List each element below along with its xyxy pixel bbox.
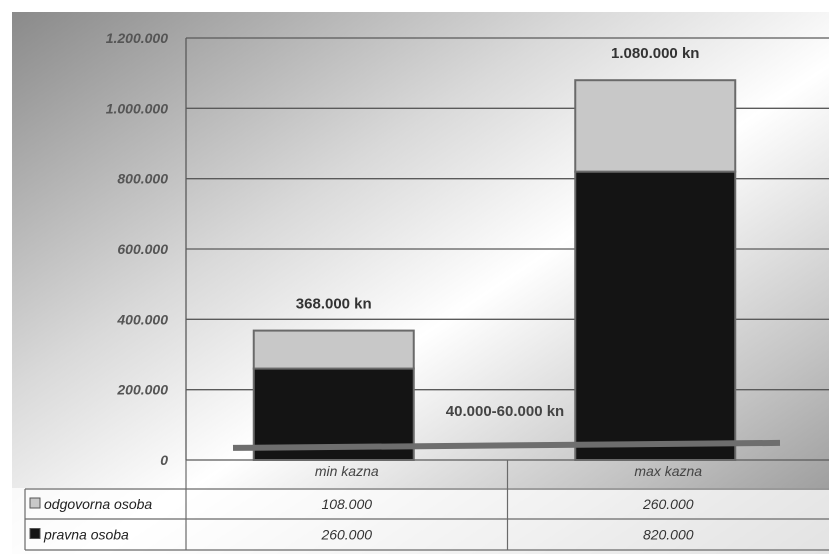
y-tick-label: 800.000 (117, 171, 168, 187)
range-layer (232, 439, 781, 451)
y-tick-label: 1.200.000 (106, 30, 168, 46)
y-tick-label: 600.000 (117, 241, 168, 257)
legend-label: odgovorna osoba (44, 496, 152, 512)
legend-swatch (29, 497, 41, 509)
range-line (232, 439, 781, 451)
bar-segment (574, 170, 737, 461)
category-label: min kazna (315, 463, 379, 479)
y-tick-label: 1.000.000 (106, 100, 168, 116)
total-label: 368.000 kn (296, 296, 372, 313)
legend-swatch (29, 528, 41, 539)
y-tick-label: 200.000 (116, 382, 168, 398)
table-cell: 260.000 (320, 527, 372, 543)
table-cell: 260.000 (642, 496, 694, 512)
legend-label: pravna osoba (43, 527, 129, 543)
table-cell: 820.000 (643, 527, 694, 543)
table-background (0, 488, 829, 554)
range-annotation: 40.000-60.000 kn (446, 403, 564, 420)
bar-segment (574, 79, 737, 173)
category-label: max kazna (634, 463, 702, 479)
y-tick-label: 0 (160, 452, 168, 468)
bar-segment (252, 329, 415, 370)
data-table: odgovorna osoba 108.000 260.000 pravna osob… (24, 460, 829, 551)
bar-layer (252, 79, 737, 462)
total-label: 1.080.000 kn (611, 45, 699, 62)
y-tick-label: 400.000 (116, 311, 168, 327)
table-cell: 108.000 (321, 496, 372, 512)
text-layer: 0 200.000 400.000 600.000 800.000 1.000.000 1.… (106, 30, 703, 479)
